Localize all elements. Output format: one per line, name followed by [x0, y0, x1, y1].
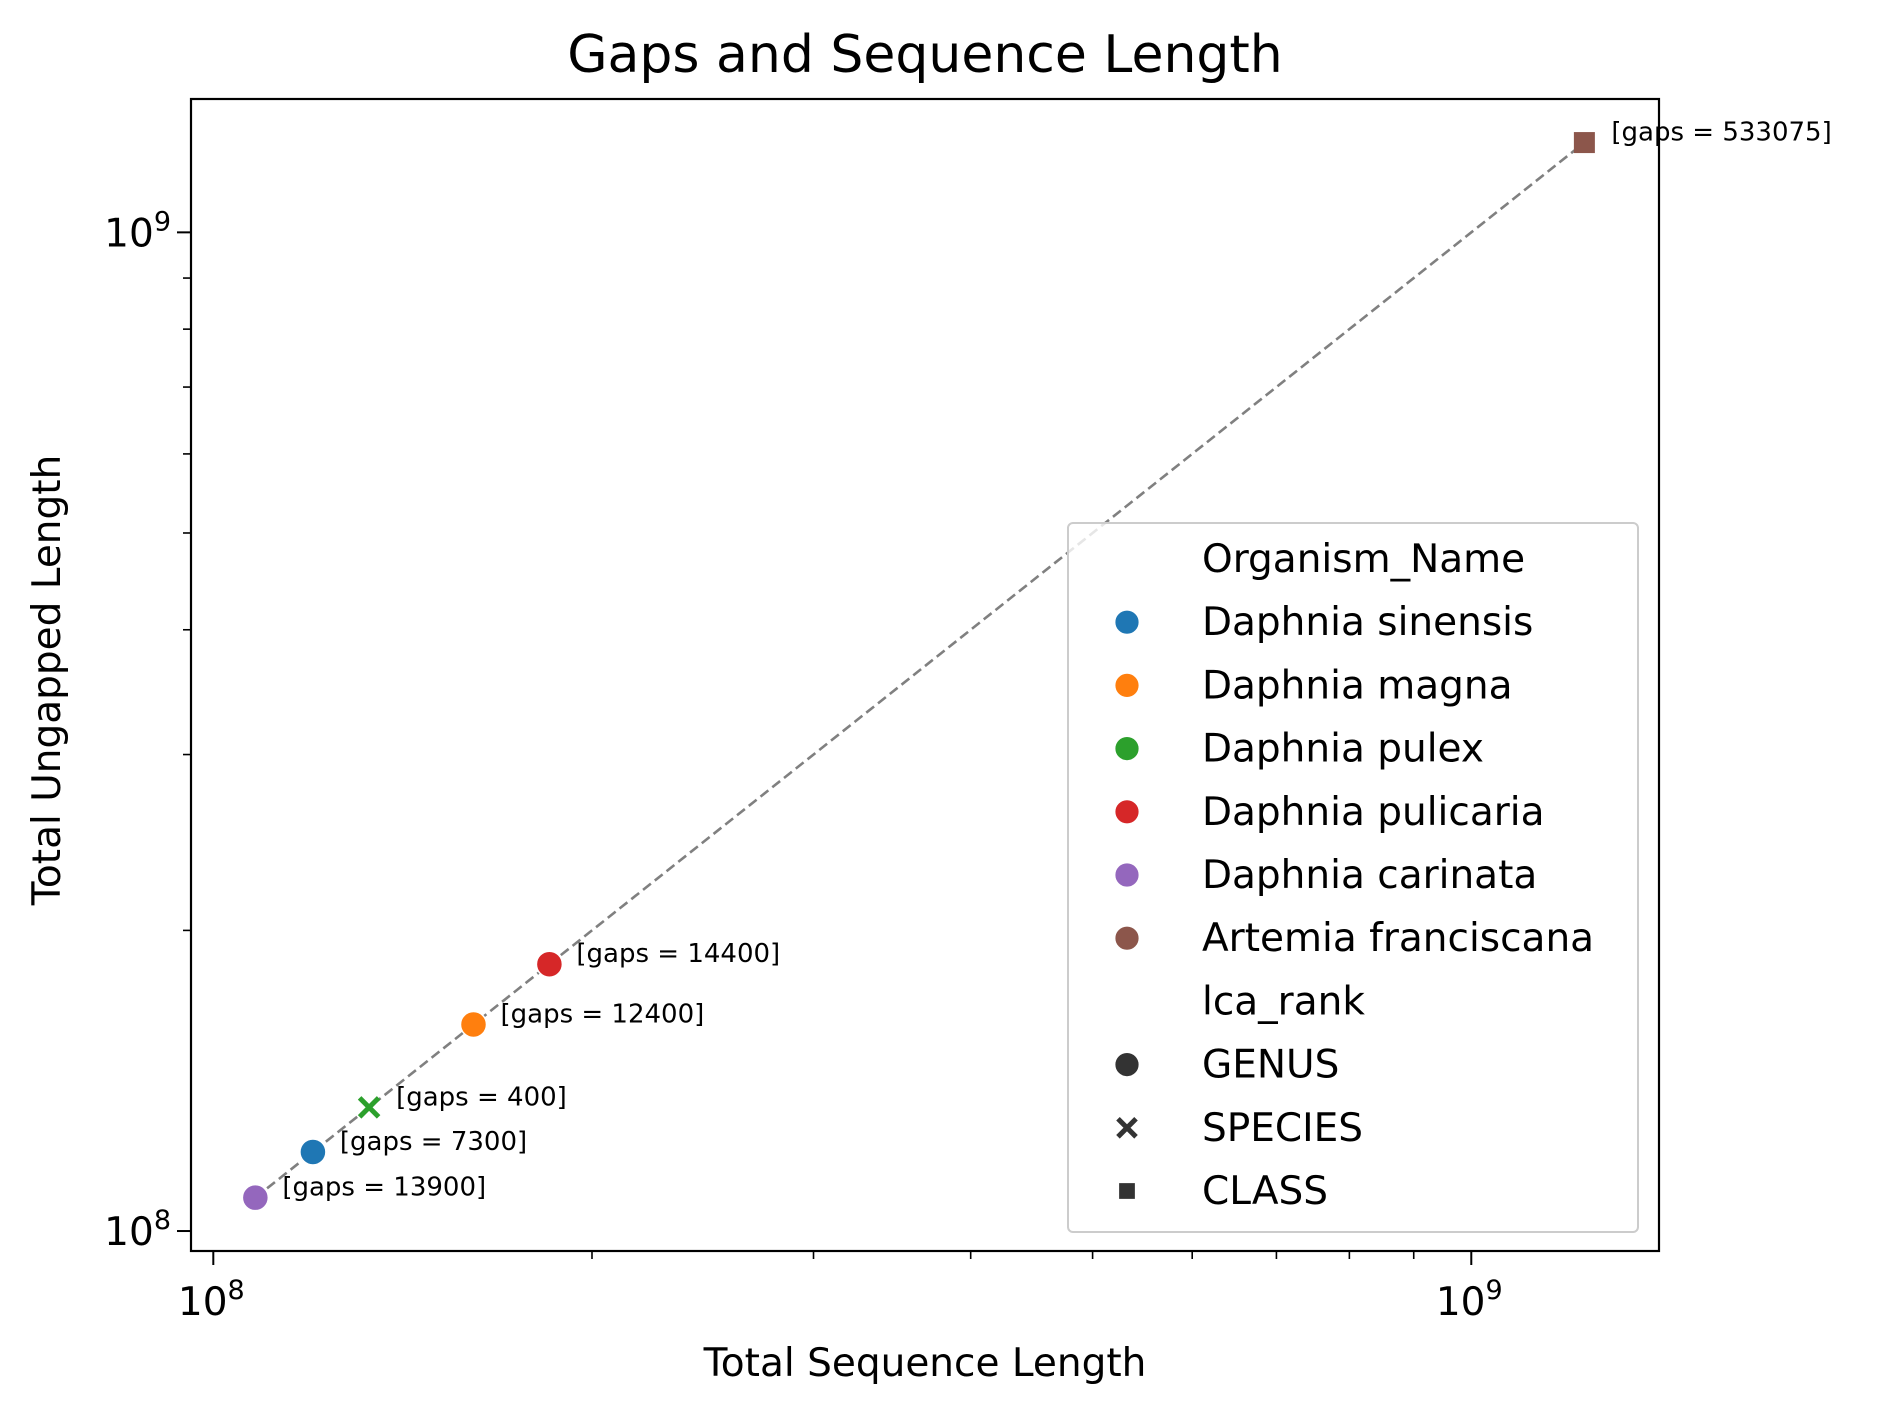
gaps-annotation: [gaps = 12400]	[500, 999, 704, 1029]
gaps-annotation: [gaps = 533075]	[1611, 118, 1831, 148]
data-point-daphnia-carinata	[241, 1183, 270, 1212]
legend-label: Daphnia carinata	[1202, 853, 1537, 898]
plot-layer: 108 109 108 109 [gaps = 13900] [gaps = 7300] […	[104, 97, 1832, 1325]
legend-label: Daphnia pulex	[1202, 727, 1484, 772]
legend-title-rank: lca_rank	[1202, 979, 1365, 1024]
gaps-annotation: [gaps = 7300]	[340, 1127, 527, 1157]
legend-marker	[1113, 672, 1141, 699]
legend-label: Artemia franciscana	[1202, 916, 1594, 961]
legend-marker	[1113, 798, 1141, 825]
data-point-daphnia-pulex-stroke-b	[357, 1096, 381, 1119]
gaps-annotation: [gaps = 13900]	[282, 1173, 486, 1203]
legend-marker	[1113, 1051, 1141, 1078]
legend-label: Daphnia sinensis	[1202, 600, 1533, 645]
data-point-daphnia-magna	[459, 1010, 488, 1039]
plot-frame	[189, 97, 1661, 1253]
data-point-daphnia-sinensis	[299, 1138, 327, 1166]
legend-marker	[1113, 609, 1141, 636]
legend-label: SPECIES	[1202, 1106, 1363, 1151]
legend: Organism_Name Daphnia sinensis Daphnia mag…	[1067, 522, 1639, 1233]
reference-line	[254, 141, 1586, 1199]
x-tick-label: 108	[178, 1275, 245, 1325]
data-point-artemia-franciscana	[1573, 132, 1595, 154]
y-tick-label: 109	[104, 206, 171, 256]
legend-marker-stroke-b	[1116, 1117, 1138, 1139]
legend-label: Daphnia pulicaria	[1202, 790, 1545, 835]
legend-box	[1067, 522, 1639, 1233]
legend-marker	[1113, 735, 1141, 762]
legend-label: GENUS	[1202, 1043, 1339, 1088]
legend-marker	[1119, 1183, 1135, 1199]
legend-label: Daphnia magna	[1202, 663, 1513, 708]
legend-marker	[1113, 925, 1141, 952]
gaps-annotation: [gaps = 14400]	[576, 939, 780, 969]
legend-title-organism: Organism_Name	[1202, 537, 1525, 582]
data-point-daphnia-pulex	[357, 1096, 381, 1119]
gaps-annotation: [gaps = 400]	[396, 1082, 567, 1112]
x-tick-label: 109	[1436, 1275, 1503, 1325]
legend-label: CLASS	[1202, 1169, 1328, 1214]
y-tick-label: 108	[104, 1205, 171, 1255]
legend-marker	[1116, 1117, 1138, 1139]
data-point-daphnia-pulicaria	[535, 950, 564, 978]
legend-marker	[1113, 861, 1141, 889]
y-axis-label: Total Ungapped Length	[25, 455, 70, 907]
x-axis-label: Total Sequence Length	[703, 1341, 1147, 1386]
chart-title: Gaps and Sequence Length	[567, 25, 1283, 85]
